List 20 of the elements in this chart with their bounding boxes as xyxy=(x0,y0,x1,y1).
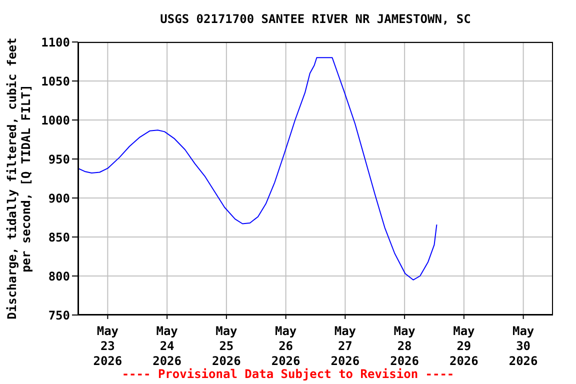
line-series xyxy=(78,57,438,280)
text: ---- Provisional Data Subject to Revision ---- xyxy=(120,367,456,381)
y-tick-label: 750 xyxy=(48,308,70,322)
y-tick-label: 1050 xyxy=(41,74,70,88)
chart-title: USGS 02171700 SANTEE RIVER NR JAMESTOWN, SC xyxy=(159,12,472,26)
y-tick-label: 800 xyxy=(48,269,70,284)
x-tick-label: May 26 2026 xyxy=(271,324,300,368)
x-tick-label: May 25 2026 xyxy=(212,324,241,368)
x-tick-label: May 30 2026 xyxy=(508,324,538,368)
x-tick-label: May 24 2026 xyxy=(152,324,182,368)
y-tick-label: 1100 xyxy=(41,35,70,50)
y-tick-label: 1000 xyxy=(41,113,70,128)
x-tick-label: May 29 2026 xyxy=(449,324,478,368)
x-tick-label: May 28 2026 xyxy=(390,324,420,368)
x-tick-label: May 27 2026 xyxy=(330,324,360,368)
x-tick-label: May 23 2026 xyxy=(93,324,122,368)
y-axis-title: Discharge, tidally filtered, cubic feet per second, [Q TIDAL FILT] xyxy=(5,38,33,320)
y-tick-label: 950 xyxy=(48,152,70,166)
y-tick-label: 850 xyxy=(48,230,70,244)
y-tick-label: 900 xyxy=(48,191,70,206)
